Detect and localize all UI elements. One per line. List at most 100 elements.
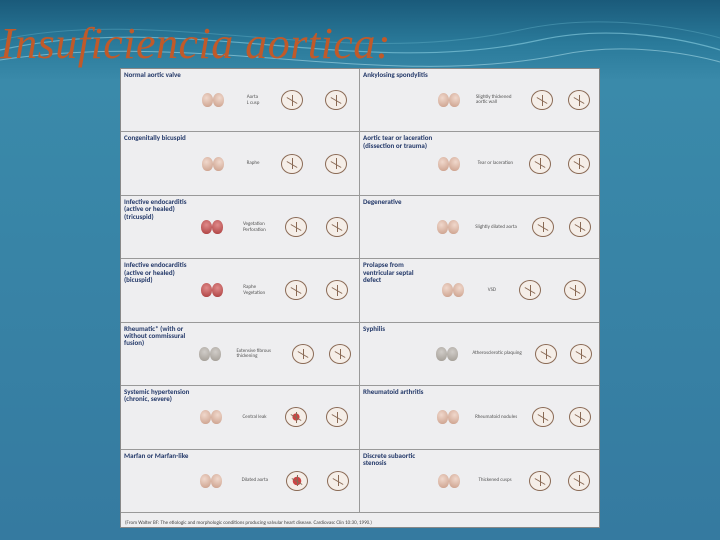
- illus-row: Aorta L cusp: [191, 71, 357, 129]
- valve-top-outline-icon: [326, 407, 348, 427]
- cell-title: Ankylosing spondylitis: [363, 71, 433, 78]
- cell-rheumatic: Rheumatic* (with or without commissural …: [121, 323, 360, 386]
- illus-row: Slightly thickened aortic wall: [430, 71, 597, 129]
- annotation-text: L cusp: [247, 101, 260, 106]
- valve-top-outline-icon: [570, 344, 592, 364]
- valve-icon: [201, 90, 225, 110]
- illus-row: Slightly dilated aorta: [430, 198, 597, 256]
- valve-top-outline-icon: [519, 280, 541, 300]
- valve-top-outline-icon: [568, 154, 590, 174]
- valve-icon: [437, 154, 461, 174]
- cell-title: Congenitally bicuspid: [124, 134, 194, 141]
- valve-top-outline-icon: [327, 471, 349, 491]
- valve-top-outline-icon: [532, 217, 554, 237]
- valve-top-outline-icon: [535, 344, 557, 364]
- illus-row: Atherosclerotic plaquing: [430, 325, 597, 383]
- annotation-text: Tear or laceration: [478, 161, 513, 166]
- figure-grid: Normal aortic valve Aorta L cusp Ankylos…: [121, 69, 599, 513]
- cell-syphilis: Syphilis Atherosclerotic plaquing: [360, 323, 599, 386]
- valve-icon: [435, 344, 459, 364]
- valve-top-outline-icon: [285, 280, 307, 300]
- cell-title: Infective endocarditis (active or healed…: [124, 198, 194, 220]
- annotation-text: Thickened cusps: [478, 478, 511, 483]
- annotation-text: Extensive fibrous thickening: [237, 349, 277, 359]
- valve-top-outline-icon: [281, 90, 303, 110]
- valve-top-outline-icon: [285, 407, 307, 427]
- cell-congenitally-bicuspid: Congenitally bicuspid Raphe: [121, 132, 360, 195]
- valve-top-outline-icon: [529, 471, 551, 491]
- cell-degenerative: Degenerative Slightly dilated aorta: [360, 196, 599, 259]
- valve-top-outline-icon: [281, 154, 303, 174]
- valve-top-outline-icon: [325, 90, 347, 110]
- annotation-group: Slightly thickened aortic wall: [476, 95, 516, 105]
- valve-icon: [200, 217, 224, 237]
- figure-citation: (From Walter BF: The etiologic and morph…: [125, 520, 595, 526]
- cell-systemic-hypertension: Systemic hypertension (chronic, severe) …: [121, 386, 360, 449]
- illus-row: VSD: [430, 261, 597, 319]
- annotation-group: Aorta L cusp: [247, 95, 260, 106]
- illus-row: Vegetation Perforation: [191, 198, 357, 256]
- valve-top-outline-icon: [568, 90, 590, 110]
- valve-top-outline-icon: [326, 217, 348, 237]
- figure-panel: Normal aortic valve Aorta L cusp Ankylos…: [120, 68, 600, 528]
- cell-normal-aortic-valve: Normal aortic valve Aorta L cusp: [121, 69, 360, 132]
- valve-top-outline-icon: [569, 217, 591, 237]
- cell-endocarditis-bicuspid: Infective endocarditis (active or healed…: [121, 259, 360, 322]
- cell-marfan: Marfan or Marfan-like Dilated aorta: [121, 450, 360, 513]
- valve-top-outline-icon: [531, 90, 553, 110]
- valve-icon: [199, 407, 223, 427]
- cell-discrete-subaortic-stenosis: Discrete subaortic stenosis Thickened cu…: [360, 450, 599, 513]
- valve-icon: [436, 407, 460, 427]
- illus-row: Dilated aorta: [191, 452, 357, 510]
- cell-title: Infective endocarditis (active or healed…: [124, 261, 194, 283]
- cell-title: Normal aortic valve: [124, 71, 194, 78]
- illus-row: Central leak: [191, 388, 357, 446]
- annotation-text: Central leak: [242, 415, 266, 420]
- cell-title: Systemic hypertension (chronic, severe): [124, 388, 194, 403]
- annotation-group: Extensive fibrous thickening: [237, 349, 277, 359]
- annotation-text: Aorta: [247, 95, 260, 100]
- valve-top-outline-icon: [569, 407, 591, 427]
- annotation-group: Vegetation Perforation: [243, 222, 266, 233]
- annotation-text: Slightly thickened aortic wall: [476, 95, 516, 105]
- valve-top-outline-icon: [325, 154, 347, 174]
- annotation-group: Raphe Vegetation: [243, 285, 265, 296]
- valve-icon: [436, 217, 460, 237]
- cell-rheumatoid-arthritis: Rheumatoid arthritis Rheumatoid nodules: [360, 386, 599, 449]
- slide: Insuficiencia aortica: Normal aortic val…: [0, 0, 720, 540]
- valve-icon: [441, 280, 465, 300]
- cell-title: Marfan or Marfan-like: [124, 452, 194, 459]
- valve-top-outline-icon: [564, 280, 586, 300]
- valve-top-outline-icon: [329, 344, 351, 364]
- valve-icon: [199, 471, 223, 491]
- illus-row: Raphe: [191, 134, 357, 192]
- annotation-text: Vegetation: [243, 222, 266, 227]
- cell-title: Rheumatoid arthritis: [363, 388, 433, 395]
- annotation-text: Slightly dilated aorta: [475, 225, 517, 230]
- illus-row: Extensive fibrous thickening: [191, 325, 357, 383]
- valve-icon: [437, 90, 461, 110]
- illus-row: Raphe Vegetation: [191, 261, 357, 319]
- valve-icon: [200, 280, 224, 300]
- slide-title: Insuficiencia aortica:: [0, 18, 391, 69]
- annotation-text: Vegetation: [243, 291, 265, 296]
- valve-top-outline-icon: [568, 471, 590, 491]
- cell-title: Prolapse from ventricular septal defect: [363, 261, 433, 283]
- illus-row: Thickened cusps: [430, 452, 597, 510]
- cell-title: Discrete subaortic stenosis: [363, 452, 433, 467]
- annotation-text: VSD: [488, 288, 496, 293]
- valve-top-outline-icon: [326, 280, 348, 300]
- cell-prolapse-vsd: Prolapse from ventricular septal defect …: [360, 259, 599, 322]
- annotation-text: Dilated aorta: [242, 478, 268, 483]
- valve-top-outline-icon: [529, 154, 551, 174]
- cell-title: Syphilis: [363, 325, 433, 332]
- valve-icon: [437, 471, 461, 491]
- cell-title: Rheumatic* (with or without commissural …: [124, 325, 194, 347]
- annotation-text: Raphe: [247, 161, 260, 166]
- annotation-text: Rheumatoid nodules: [475, 415, 517, 420]
- valve-top-outline-icon: [285, 217, 307, 237]
- cell-title: Degenerative: [363, 198, 433, 205]
- cell-aortic-tear: Aortic tear or laceration (dissection or…: [360, 132, 599, 195]
- illus-row: Rheumatoid nodules: [430, 388, 597, 446]
- annotation-text: Atherosclerotic plaquing: [472, 351, 521, 356]
